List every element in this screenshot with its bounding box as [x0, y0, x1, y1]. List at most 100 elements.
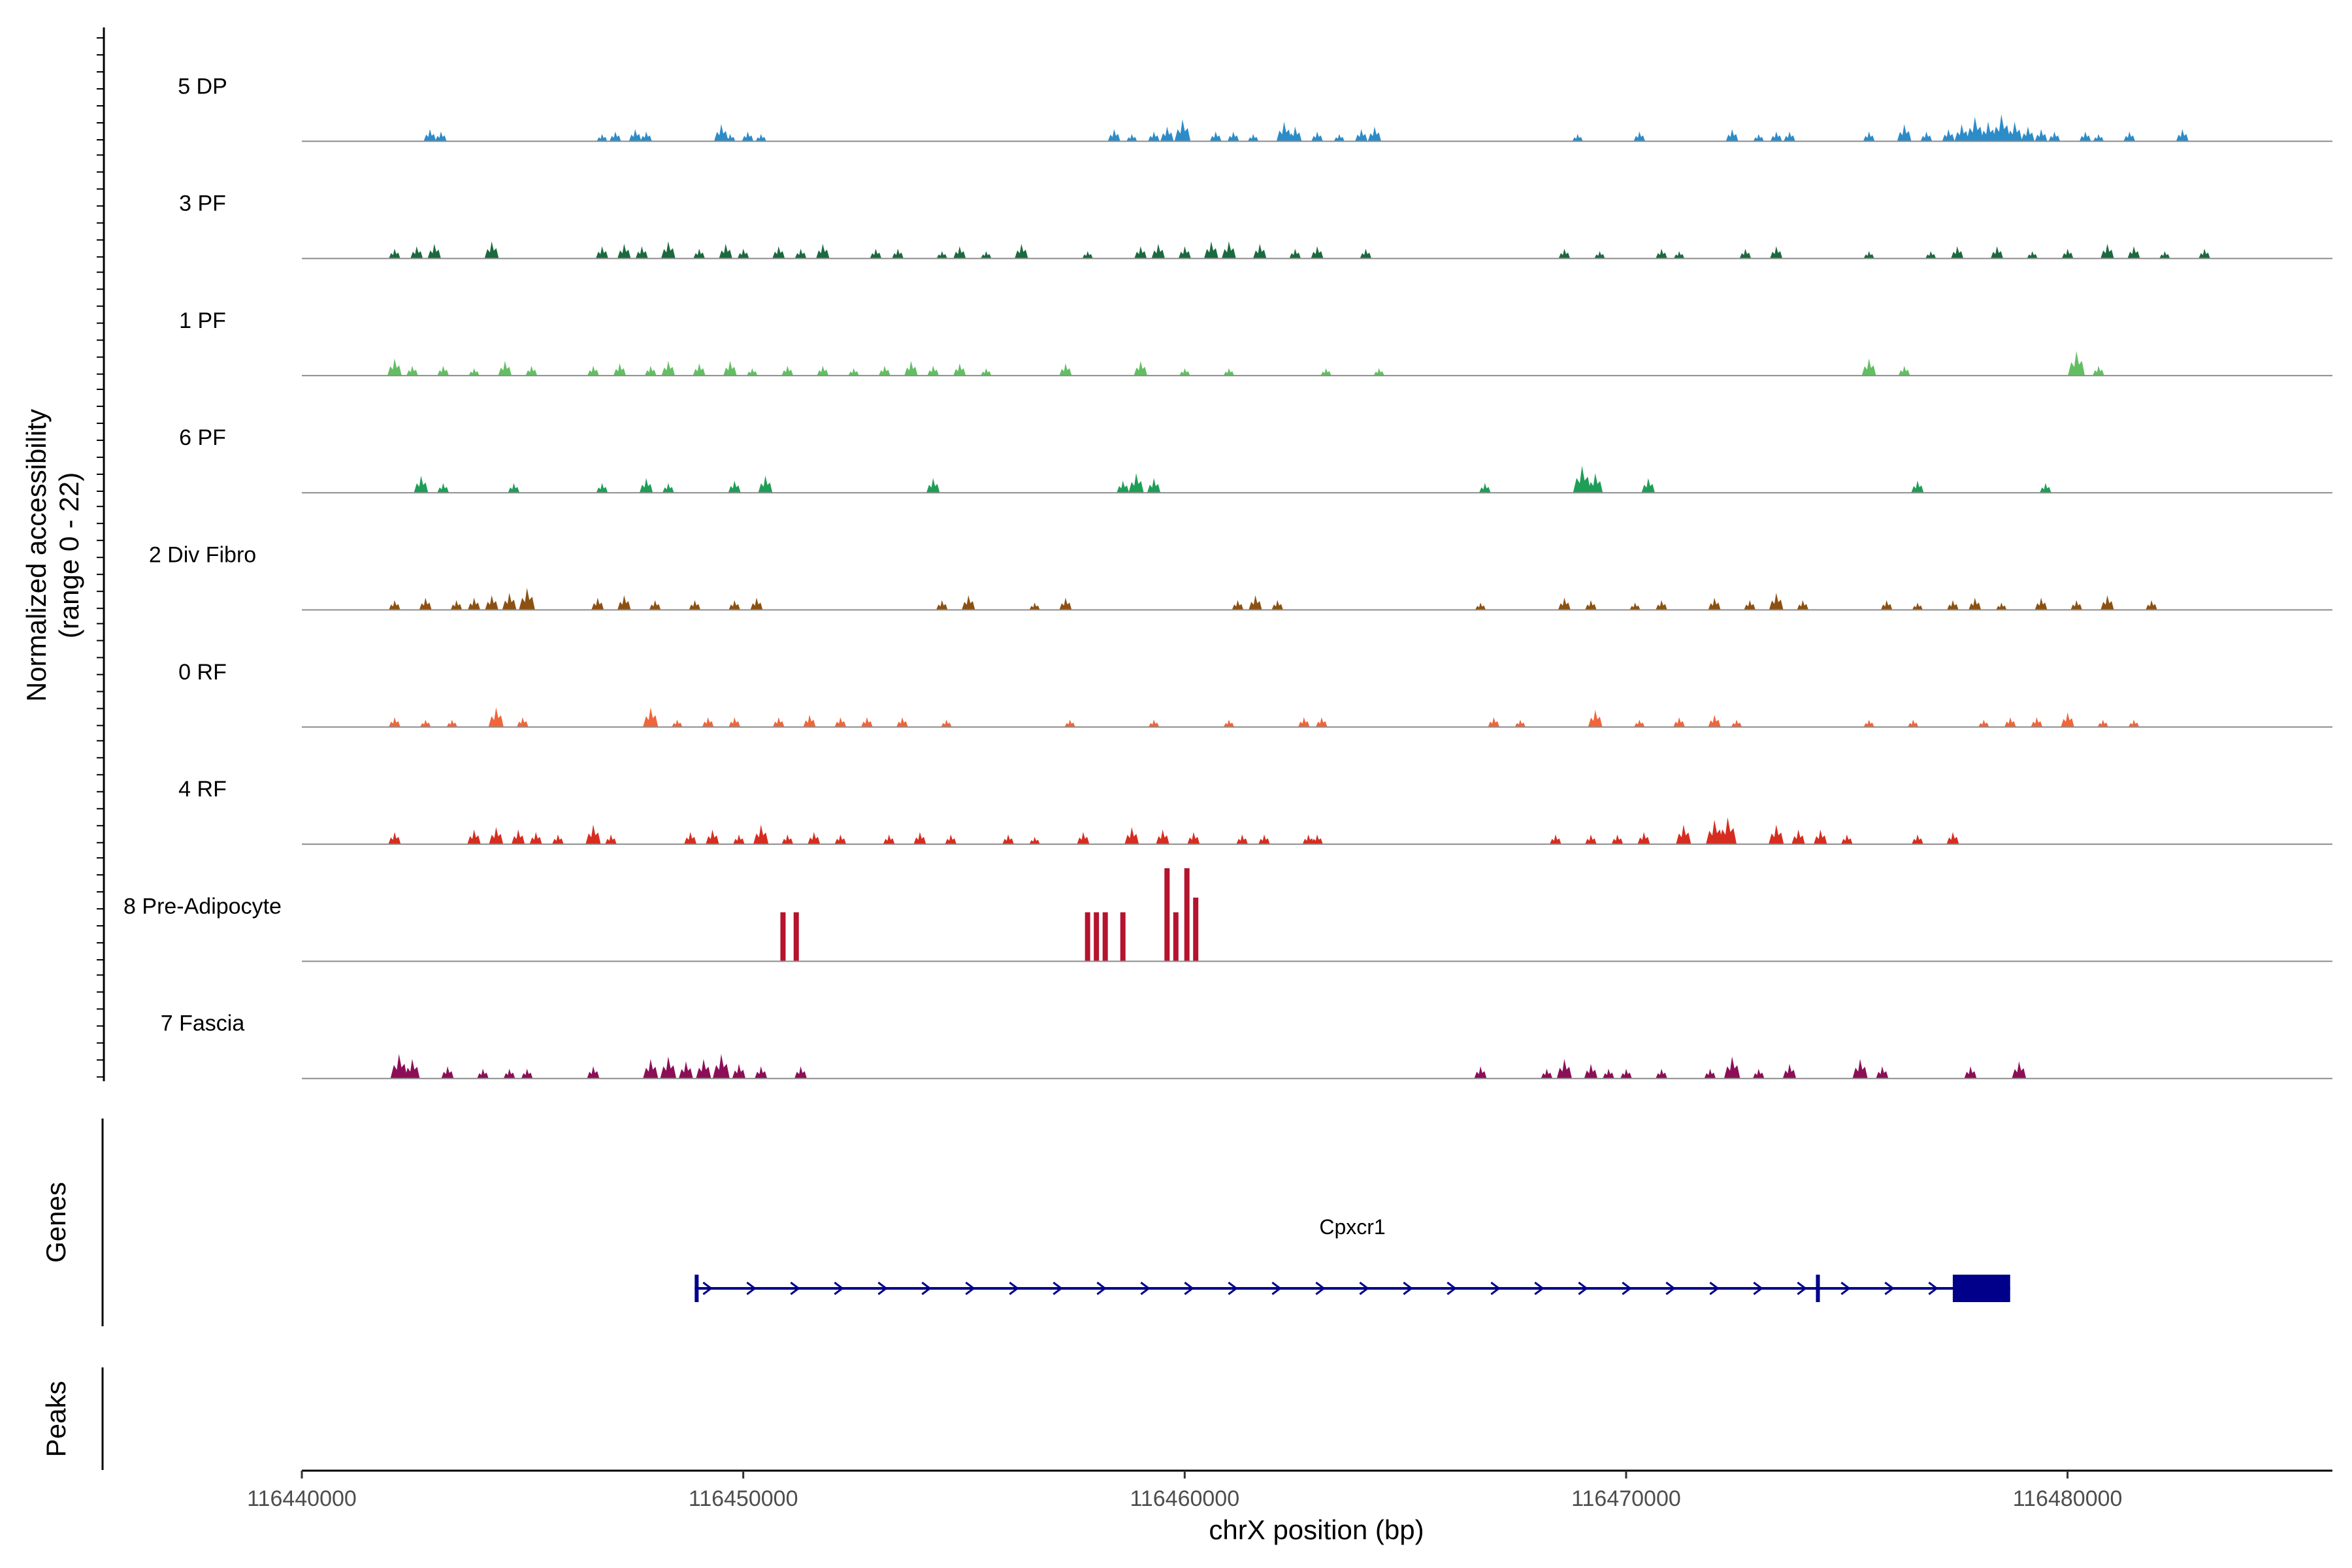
strand-arrow	[965, 1281, 975, 1296]
coverage-peak	[1784, 131, 1795, 142]
track-7-fascia: 7 Fascia	[161, 1011, 2332, 1079]
coverage-peak	[595, 246, 608, 259]
coverage-peak	[1861, 358, 1876, 376]
coverage-peak	[1708, 597, 1721, 610]
coverage-peak	[1232, 600, 1244, 610]
coverage-peak	[913, 832, 926, 845]
coverage-peak	[1236, 834, 1248, 845]
coverage-peak	[2004, 717, 2016, 727]
coverage-peak	[511, 829, 525, 845]
coverage-tracks: 5 DP 3 PF 1 PF 6 PF 2 Div Fibro 0 RF 4 RF 8 Pre…	[123, 74, 2332, 1079]
coverage-peak	[781, 834, 794, 845]
coverage-peak	[1558, 248, 1571, 259]
strand-arrow	[1797, 1281, 1807, 1296]
coverage-peak	[896, 717, 908, 727]
strand-arrow	[1490, 1281, 1501, 1296]
strand-arrow	[746, 1281, 757, 1296]
coverage-peak	[1797, 600, 1809, 610]
coverage-peak	[437, 483, 449, 493]
coverage-peak	[1946, 832, 1959, 845]
x-axis-title: chrX position (bp)	[1209, 1514, 1424, 1545]
track-label: 6 PF	[179, 425, 226, 450]
coverage-peak	[1558, 597, 1571, 610]
coverage-peak	[468, 368, 480, 376]
coverage-peak	[1782, 1064, 1797, 1079]
coverage-peak	[1708, 715, 1721, 727]
strand-arrow	[790, 1281, 800, 1296]
coverage-peak	[1964, 1066, 1977, 1079]
coverage-peak	[1227, 131, 1239, 142]
coverage-peak	[2070, 600, 2082, 610]
coverage-peak	[1706, 819, 1723, 845]
coverage-peak	[2127, 246, 2140, 259]
strand-arrow	[1665, 1281, 1676, 1296]
coverage-peak	[1178, 246, 1191, 259]
track-3-pf: 3 PF	[179, 191, 2332, 259]
coverage-peak	[702, 717, 714, 727]
coverage-peak	[1753, 134, 1764, 142]
coverage-peak	[848, 368, 859, 376]
coverage-peak	[1288, 126, 1302, 142]
coverage-peak	[406, 365, 418, 376]
coverage-peak	[1187, 832, 1200, 845]
coverage-peak	[713, 124, 728, 142]
coverage-peak	[1179, 368, 1190, 376]
coverage-peak	[1584, 1064, 1598, 1079]
coverage-peak	[1193, 897, 1199, 962]
strand-arrow	[1534, 1281, 1544, 1296]
coverage-peak	[1148, 719, 1160, 727]
coverage-peak	[1585, 600, 1597, 610]
strand-arrow	[1622, 1281, 1632, 1296]
coverage-peak	[1912, 602, 1923, 610]
coverage-peak	[1912, 834, 1923, 845]
coverage-peak	[953, 246, 966, 259]
coverage-peak	[1221, 241, 1236, 259]
coverage-peak	[1148, 131, 1160, 142]
coverage-peak	[936, 600, 948, 610]
coverage-peak	[477, 1068, 489, 1079]
strand-arrow	[1403, 1281, 1413, 1296]
coverage-peak	[725, 134, 736, 142]
accessibility-axis	[97, 27, 105, 1081]
coverage-peak	[1863, 719, 1874, 727]
coverage-peak	[755, 134, 766, 142]
coverage-peak	[1752, 1068, 1765, 1079]
coverage-peak	[2123, 131, 2135, 142]
coverage-peak	[1128, 473, 1144, 493]
coverage-peak	[2061, 248, 2074, 259]
coverage-peak	[390, 1054, 408, 1079]
coverage-peak	[892, 248, 904, 259]
coverage-peak	[387, 358, 402, 376]
coverage-peak	[484, 241, 499, 259]
coverage-peak	[1085, 912, 1090, 962]
coverage-peak	[753, 825, 769, 845]
coverage-peak	[953, 363, 966, 376]
coverage-peak	[1147, 478, 1161, 493]
coverage-peak	[643, 707, 659, 727]
coverage-peak	[1603, 1068, 1614, 1079]
coverage-peak	[1968, 597, 1982, 610]
coverage-peak	[936, 251, 947, 259]
coverage-peak	[2146, 600, 2157, 610]
coverage-peak	[414, 475, 429, 493]
coverage-peak	[585, 825, 601, 845]
coverage-peak	[1474, 1066, 1487, 1079]
coverage-peak	[639, 478, 653, 493]
coverage-peak	[1656, 248, 1667, 259]
coverage-peak	[2079, 131, 2091, 142]
coverage-peak	[1124, 826, 1139, 845]
coverage-peak	[525, 365, 538, 376]
coverage-peak	[517, 717, 529, 727]
strand-arrow	[702, 1281, 713, 1296]
coverage-peak	[1276, 122, 1292, 142]
coverage-peak	[552, 834, 564, 845]
strand-arrow	[834, 1281, 844, 1296]
coverage-peak	[2021, 126, 2034, 142]
coverage-peak	[1611, 834, 1624, 845]
coverage-peak	[1271, 600, 1283, 610]
coverage-peak	[1550, 834, 1561, 845]
coverage-peak	[945, 834, 957, 845]
coverage-peak	[879, 365, 890, 376]
coverage-peak	[1373, 368, 1384, 376]
strand-arrow	[921, 1281, 932, 1296]
